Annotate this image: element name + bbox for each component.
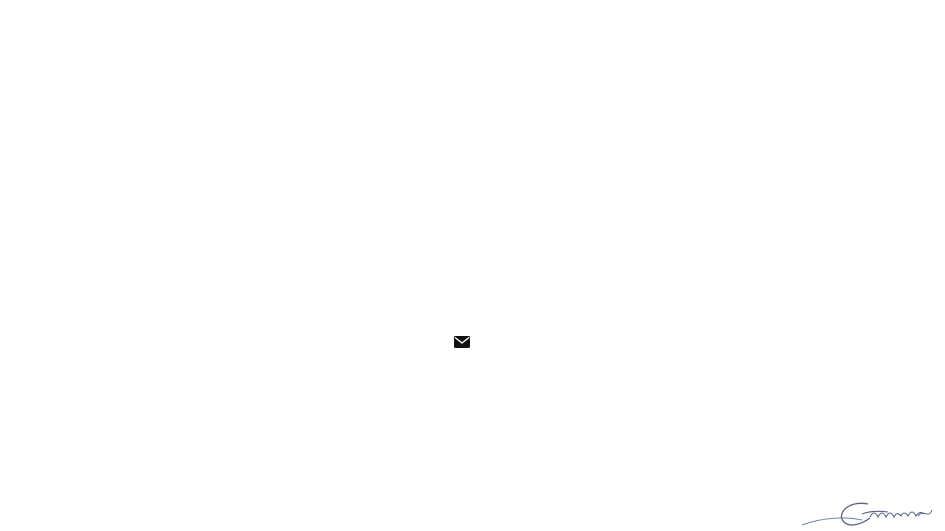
bottom-dotted-pattern: [0, 468, 800, 531]
top-dotted-border: [0, 0, 945, 20]
envelope-icon: [454, 336, 470, 348]
email-line: [0, 331, 930, 353]
erasmus-mc-logo: [801, 502, 933, 526]
